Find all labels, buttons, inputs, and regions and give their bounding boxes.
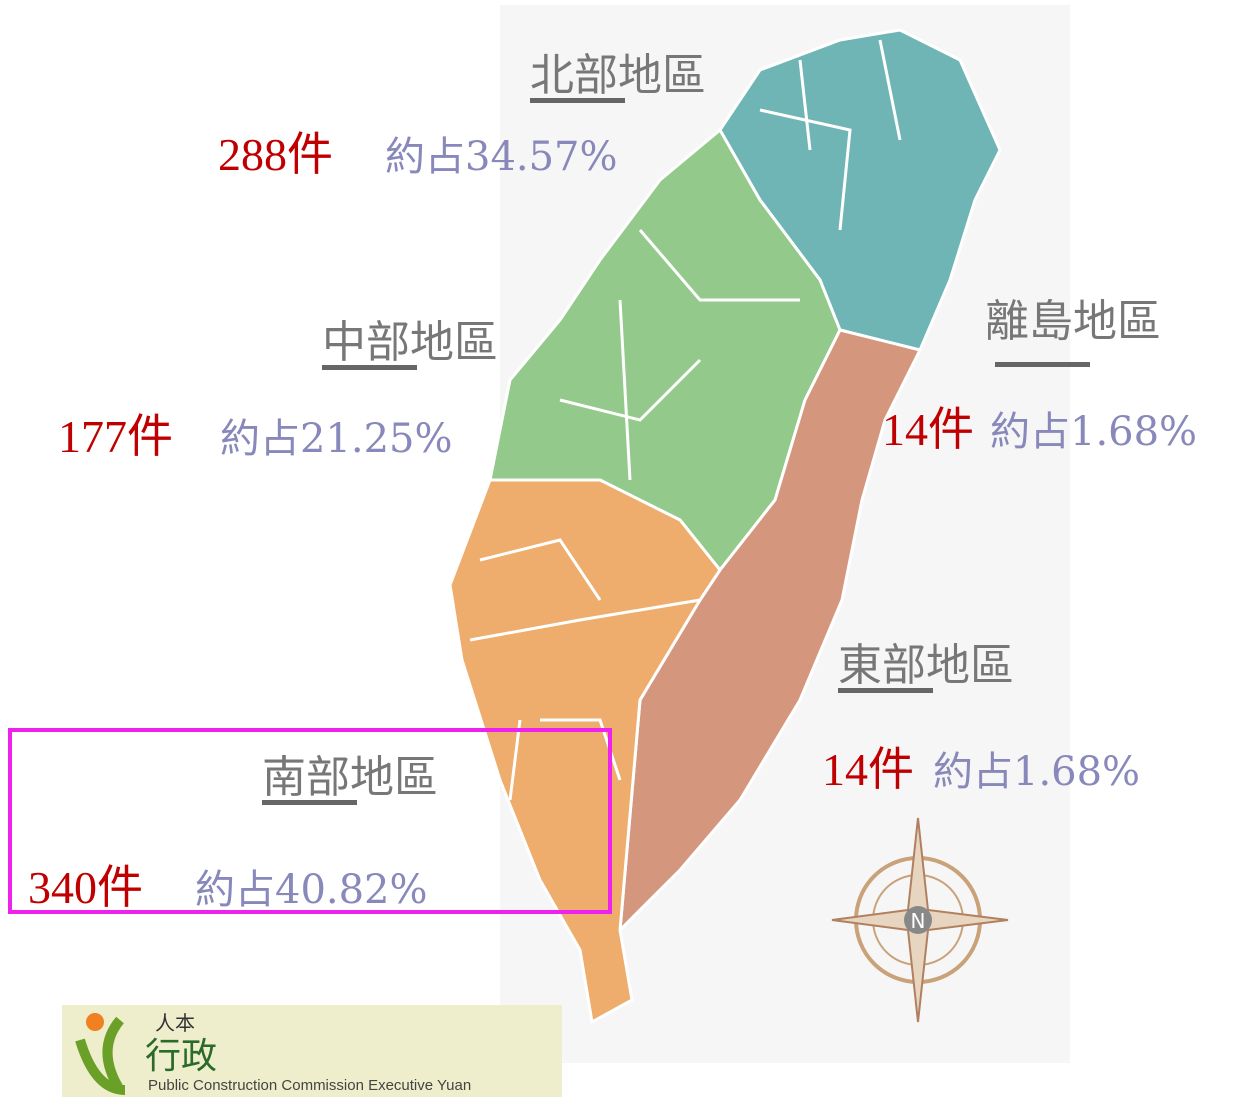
region-share: 約占40.82%: [195, 867, 428, 913]
logo-org: 行政: [145, 1036, 217, 1077]
region-name: 離島地區: [985, 296, 1161, 347]
logo-motto: 人本: [155, 1011, 195, 1035]
district-borders: [469, 39, 902, 801]
region-share: 約占1.68%: [933, 749, 1140, 795]
region-name: 東部地區: [838, 640, 1014, 691]
taiwan-map: [448, 28, 1002, 1025]
underline: [262, 800, 357, 805]
south-region: [448, 478, 722, 1025]
underline: [995, 362, 1090, 367]
region-share: 約占1.68%: [990, 409, 1197, 455]
underline: [322, 365, 417, 370]
highlight-box: [8, 728, 612, 914]
underline: [530, 98, 625, 103]
region-count: 288件: [218, 129, 333, 180]
region-share: 約占34.57%: [385, 134, 618, 180]
region-count: 14件: [882, 404, 974, 455]
compass-label: N: [911, 909, 926, 933]
region-name: 南部地區: [262, 752, 438, 803]
logo: 人本 行政 Public Construction Commission Exe…: [62, 1005, 562, 1097]
region-name: 北部地區: [530, 50, 706, 101]
east-region: [618, 328, 923, 934]
compass: N: [831, 817, 1009, 1023]
region-count: 14件: [822, 744, 914, 795]
region-count: 340件: [28, 862, 143, 913]
logo-english: Public Construction Commission Executive…: [148, 1077, 471, 1094]
region-count: 177件: [58, 411, 173, 462]
underline: [838, 688, 933, 693]
region-share: 約占21.25%: [220, 416, 453, 462]
region-name: 中部地區: [322, 317, 498, 368]
